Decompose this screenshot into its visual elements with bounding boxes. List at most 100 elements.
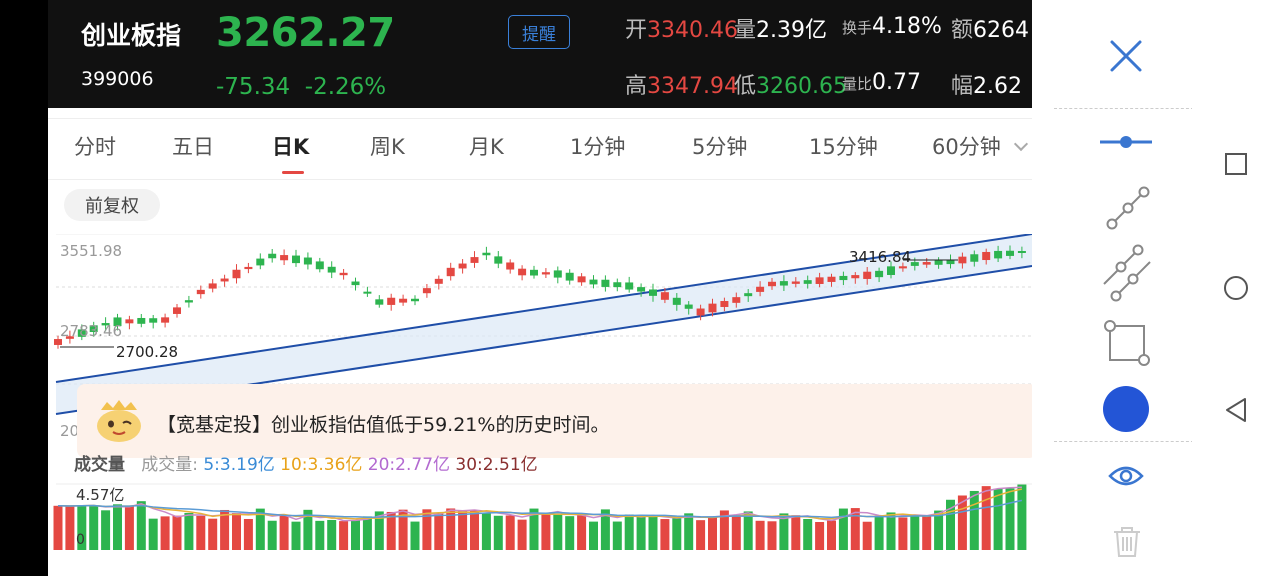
volume-bar <box>600 509 610 550</box>
volume-bar <box>351 520 360 550</box>
candle <box>113 317 122 327</box>
volume-ma10: 10:3.36亿 <box>280 455 363 475</box>
low-marker: 2700.28 <box>116 343 178 361</box>
period-tabs: 分时 五日 日K 周K 月K 1分钟 5分钟 15分钟 60分钟 <box>48 118 1032 180</box>
quote-header: 创业板指 399006 3262.27 -75.34 -2.26% 提醒 开33… <box>48 0 1032 108</box>
tab-monthly-k[interactable]: 月K <box>469 135 504 159</box>
color-swatch-icon[interactable] <box>1103 386 1149 432</box>
candle <box>149 318 158 323</box>
stat-open: 开3340.46 <box>625 12 738 44</box>
candle <box>851 275 860 279</box>
volume-bar <box>589 521 598 550</box>
volume-bar <box>422 509 432 550</box>
change-value: -75.34 <box>216 74 291 100</box>
volume-prefix: 成交量: <box>141 455 198 475</box>
candle <box>779 281 788 286</box>
close-icon[interactable] <box>1108 38 1144 74</box>
horizontal-line-icon[interactable] <box>1098 130 1154 154</box>
volume-bar <box>481 512 491 550</box>
stat-turnover: 换手4.18% <box>842 14 942 39</box>
volume-bar <box>815 521 825 550</box>
candle <box>184 300 193 303</box>
candle <box>791 281 800 284</box>
candle <box>530 269 538 276</box>
volume-bar <box>124 505 134 550</box>
price-change: -75.34 -2.26% <box>216 74 386 100</box>
mascot-icon <box>97 400 141 442</box>
stat-amplitude-label: 幅 <box>951 74 974 99</box>
candle <box>89 325 98 333</box>
candle <box>541 272 550 275</box>
candle <box>196 289 205 295</box>
stat-amount-value: 6264 <box>973 18 1030 43</box>
volume-bar <box>612 521 622 550</box>
volume-bars <box>53 484 1027 550</box>
volume-bar <box>827 520 836 550</box>
candle <box>839 275 848 281</box>
candle <box>613 282 622 288</box>
candle <box>268 253 277 259</box>
tab-15min[interactable]: 15分钟 <box>809 135 878 159</box>
home-button[interactable] <box>1192 258 1280 318</box>
divider <box>1054 441 1194 442</box>
candle <box>934 260 943 265</box>
promo-banner[interactable]: 【宽基定投】创业板指估值低于59.21%的历史时间。 <box>77 384 1032 458</box>
volume-title: 成交量 <box>74 455 125 475</box>
segment-icon[interactable] <box>1104 184 1152 232</box>
tab-five-day[interactable]: 五日 <box>172 135 214 159</box>
divider <box>1054 108 1194 109</box>
volume-bar <box>993 488 1003 550</box>
candle <box>982 251 991 261</box>
kline-chart[interactable]: 3551.98 2783.46 20 3416.84 2700.28 4.57亿… <box>48 234 1032 576</box>
candle <box>708 303 717 313</box>
high-marker: 3416.84 <box>849 248 911 266</box>
index-name: 创业板指 <box>81 21 182 50</box>
back-button[interactable] <box>1192 380 1280 440</box>
volume-bar <box>910 514 920 550</box>
candle <box>756 286 765 292</box>
recent-apps-button[interactable] <box>1192 134 1280 194</box>
candle <box>910 262 919 266</box>
chevron-down-icon[interactable] <box>1013 136 1029 152</box>
volume-bar <box>862 521 872 550</box>
stat-volratio-value: 0.77 <box>872 70 921 95</box>
back-icon <box>1226 398 1246 422</box>
delete-icon[interactable] <box>1112 526 1142 558</box>
candle <box>565 272 574 281</box>
tab-5min[interactable]: 5分钟 <box>692 135 748 159</box>
candle <box>768 281 776 287</box>
volume-bar <box>327 519 337 550</box>
candle <box>922 262 931 265</box>
volume-bar <box>410 521 420 550</box>
candles <box>54 245 1026 349</box>
volume-bar <box>672 518 682 550</box>
candle <box>125 319 134 324</box>
rectangle-icon[interactable] <box>1102 318 1152 368</box>
volume-bar <box>803 518 813 550</box>
tab-weekly-k[interactable]: 周K <box>370 135 405 159</box>
volume-ma-line <box>57 499 1023 519</box>
candle <box>327 266 336 273</box>
tab-daily-k[interactable]: 日K <box>272 135 310 159</box>
volume-bar <box>791 515 801 550</box>
tab-1min[interactable]: 1分钟 <box>570 135 626 159</box>
volume-bar <box>386 511 396 550</box>
tab-60min[interactable]: 60分钟 <box>932 135 1001 159</box>
candle <box>256 258 265 266</box>
volume-bar <box>446 508 456 550</box>
visibility-icon[interactable] <box>1108 460 1144 492</box>
channel-upper-line[interactable] <box>55 234 1032 383</box>
candle <box>684 304 693 309</box>
tab-intraday[interactable]: 分时 <box>74 135 116 159</box>
volume-bar <box>208 518 218 550</box>
parallel-channel-icon[interactable] <box>1098 244 1156 302</box>
stat-volume-value: 2.39亿 <box>756 18 828 43</box>
price-adjust-button[interactable]: 前复权 <box>64 189 160 221</box>
candle <box>280 255 289 261</box>
volume-bar <box>957 495 967 550</box>
stat-low-label: 低 <box>734 74 757 99</box>
alert-button[interactable]: 提醒 <box>508 15 570 49</box>
candle <box>422 288 431 294</box>
volume-bar <box>624 514 634 550</box>
